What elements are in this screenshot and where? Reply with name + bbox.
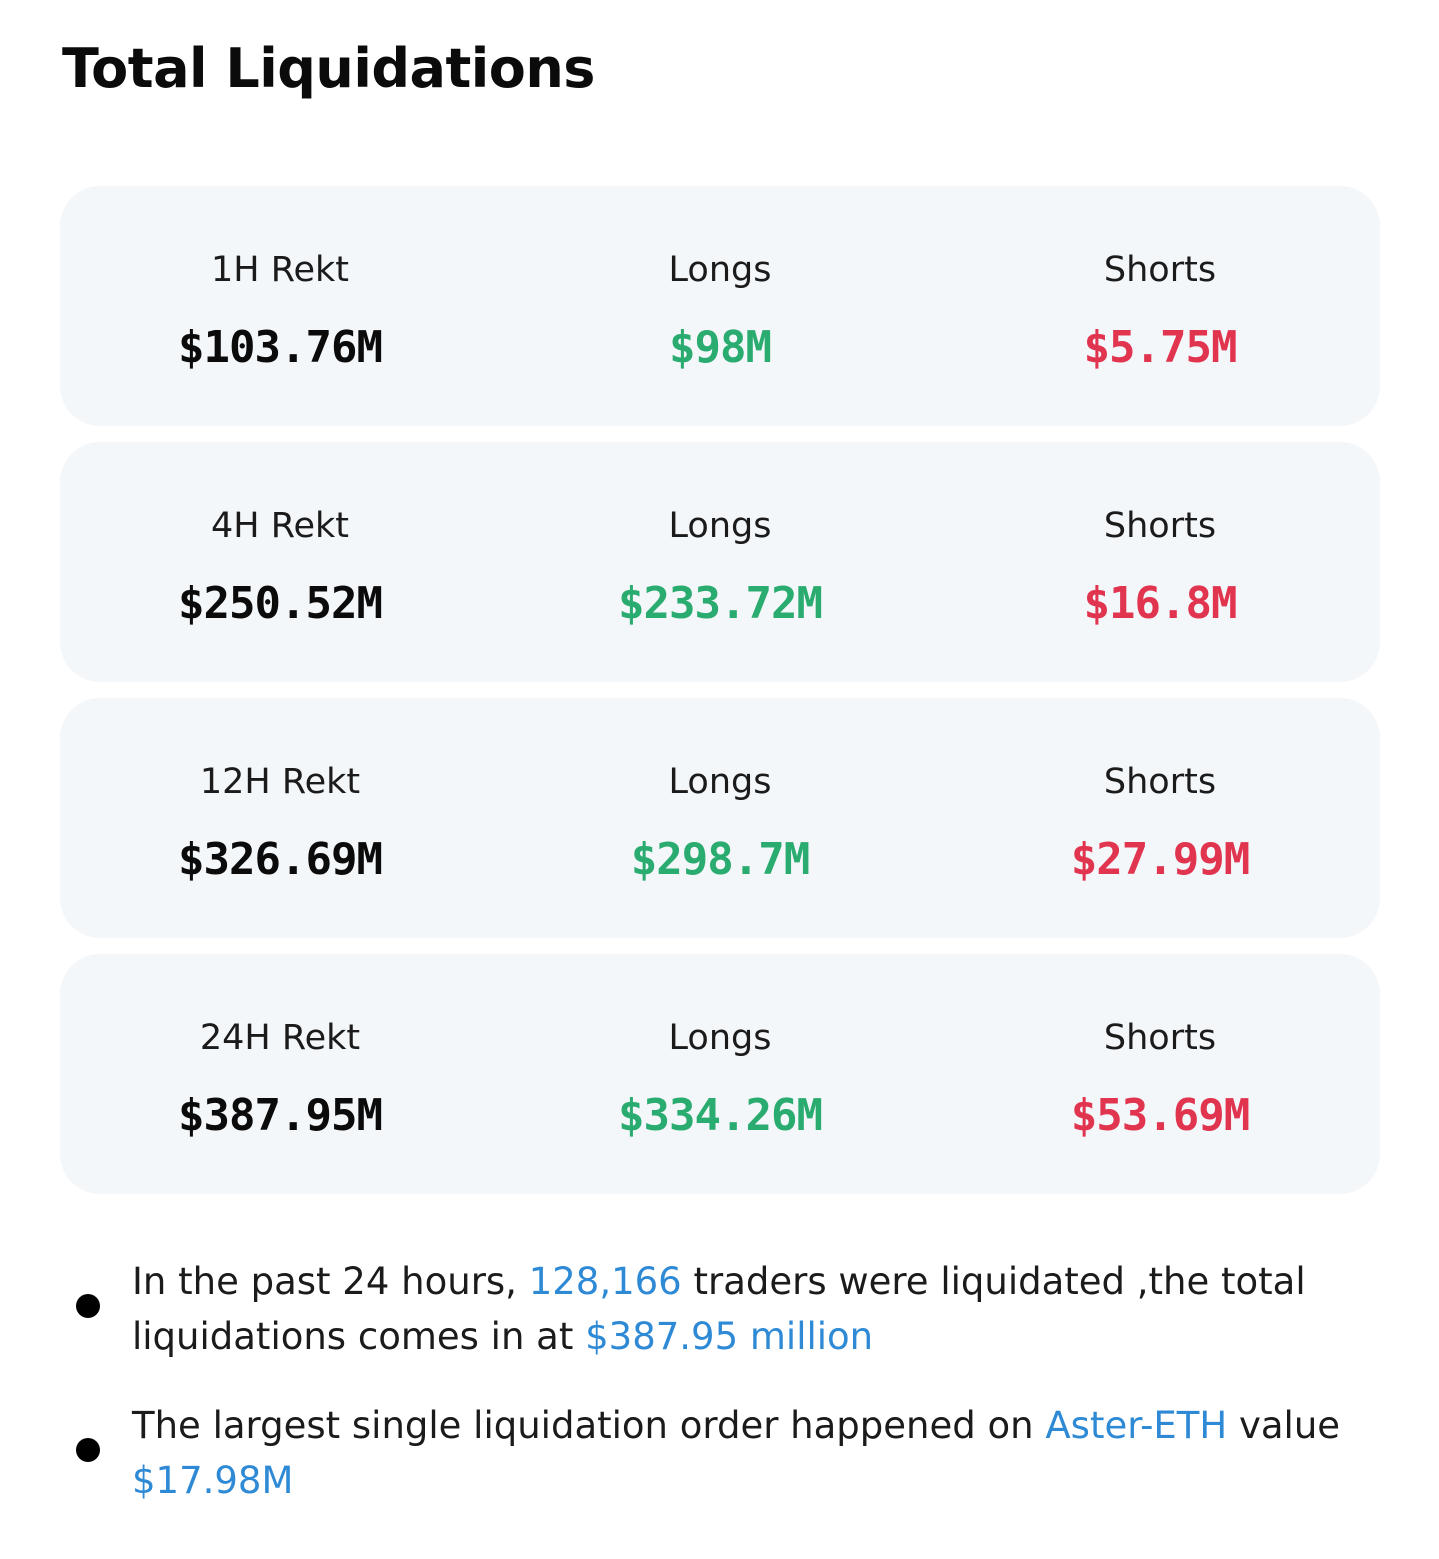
total-amount-link[interactable]: $387.95 million <box>585 1315 874 1358</box>
total-value: $326.69M <box>178 834 383 885</box>
longs-value: $98M <box>669 322 772 373</box>
longs-label: Longs <box>668 762 772 802</box>
shorts-value: $16.8M <box>1083 578 1238 629</box>
total-column: 1H Rekt $103.76M <box>60 186 500 374</box>
note-text: value <box>1227 1404 1341 1447</box>
longs-label: Longs <box>668 1018 772 1058</box>
summary-notes: In the past 24 hours, 128,166 traders we… <box>62 1254 1392 1542</box>
shorts-value: $27.99M <box>1070 834 1250 885</box>
longs-label: Longs <box>668 250 772 290</box>
shorts-label: Shorts <box>1103 506 1217 546</box>
liquidation-card-1h: 1H Rekt $103.76M Longs $98M Shorts $5.75… <box>60 186 1380 426</box>
total-column: 12H Rekt $326.69M <box>60 698 500 886</box>
summary-note-traders: In the past 24 hours, 128,166 traders we… <box>62 1254 1392 1364</box>
summary-note-largest-order: The largest single liquidation order hap… <box>62 1398 1392 1508</box>
longs-column: Longs $334.26M <box>500 954 940 1142</box>
longs-column: Longs $233.72M <box>500 442 940 630</box>
total-column: 4H Rekt $250.52M <box>60 442 500 630</box>
page-title: Total Liquidations <box>62 37 595 100</box>
total-column: 24H Rekt $387.95M <box>60 954 500 1142</box>
shorts-label: Shorts <box>1103 1018 1217 1058</box>
period-label: 4H Rekt <box>211 506 349 546</box>
bullet-dot-icon <box>76 1294 100 1318</box>
shorts-column: Shorts $27.99M <box>940 698 1380 886</box>
note-text: The largest single liquidation order hap… <box>132 1404 1046 1447</box>
total-value: $103.76M <box>178 322 383 373</box>
total-value: $250.52M <box>178 578 383 629</box>
note-text: In the past 24 hours, <box>132 1260 529 1303</box>
pair-link[interactable]: Aster-ETH <box>1045 1404 1228 1447</box>
traders-count-link[interactable]: 128,166 <box>528 1260 682 1303</box>
longs-value: $233.72M <box>618 578 823 629</box>
longs-value: $334.26M <box>618 1090 823 1141</box>
bullet-dot-icon <box>76 1438 100 1462</box>
shorts-column: Shorts $53.69M <box>940 954 1380 1142</box>
shorts-value: $53.69M <box>1070 1090 1250 1141</box>
note-text: traders were liquidated ,the total liqui… <box>132 1260 1306 1358</box>
shorts-label: Shorts <box>1103 250 1217 290</box>
liquidation-card-12h: 12H Rekt $326.69M Longs $298.7M Shorts $… <box>60 698 1380 938</box>
shorts-value: $5.75M <box>1083 322 1238 373</box>
longs-value: $298.7M <box>630 834 810 885</box>
liquidation-card-24h: 24H Rekt $387.95M Longs $334.26M Shorts … <box>60 954 1380 1194</box>
shorts-column: Shorts $16.8M <box>940 442 1380 630</box>
liquidation-cards: 1H Rekt $103.76M Longs $98M Shorts $5.75… <box>60 186 1380 1210</box>
total-value: $387.95M <box>178 1090 383 1141</box>
shorts-column: Shorts $5.75M <box>940 186 1380 374</box>
period-label: 1H Rekt <box>211 250 349 290</box>
largest-order-value-link[interactable]: $17.98M <box>132 1459 294 1502</box>
longs-column: Longs $298.7M <box>500 698 940 886</box>
period-label: 24H Rekt <box>199 1018 361 1058</box>
liquidation-card-4h: 4H Rekt $250.52M Longs $233.72M Shorts $… <box>60 442 1380 682</box>
longs-label: Longs <box>668 506 772 546</box>
longs-column: Longs $98M <box>500 186 940 374</box>
shorts-label: Shorts <box>1103 762 1217 802</box>
period-label: 12H Rekt <box>199 762 361 802</box>
